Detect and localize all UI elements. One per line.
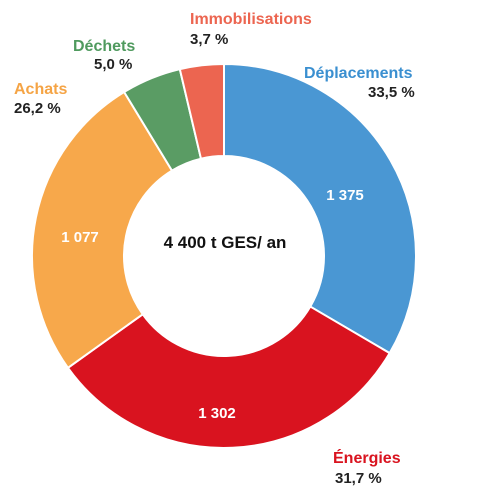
- percent-label-immobilisations: 3,7 %: [190, 31, 228, 48]
- slice-energies: [66, 305, 392, 449]
- value-label-achats: 1 077: [61, 229, 99, 246]
- center-total-label: 4 400 t GES/ an: [164, 233, 287, 252]
- category-label-achats: Achats: [14, 81, 67, 98]
- slice-deplacements: [223, 62, 417, 355]
- percent-label-energies: 31,7 %: [335, 470, 382, 487]
- category-label-immobilisations: Immobilisations: [190, 11, 312, 28]
- percent-label-dechets: 5,0 %: [94, 56, 132, 73]
- slice-achats: [31, 90, 174, 370]
- category-label-deplacements: Déplacements: [304, 65, 413, 82]
- slice-immobilisations: [178, 62, 225, 160]
- category-label-energies: Énergies: [333, 448, 401, 467]
- percent-label-deplacements: 33,5 %: [368, 84, 415, 101]
- category-label-dechets: Déchets: [73, 38, 135, 55]
- value-label-energies: 1 302: [198, 405, 236, 422]
- value-label-deplacements: 1 375: [326, 187, 364, 204]
- percent-label-achats: 26,2 %: [14, 100, 61, 117]
- donut-slices: [31, 62, 417, 449]
